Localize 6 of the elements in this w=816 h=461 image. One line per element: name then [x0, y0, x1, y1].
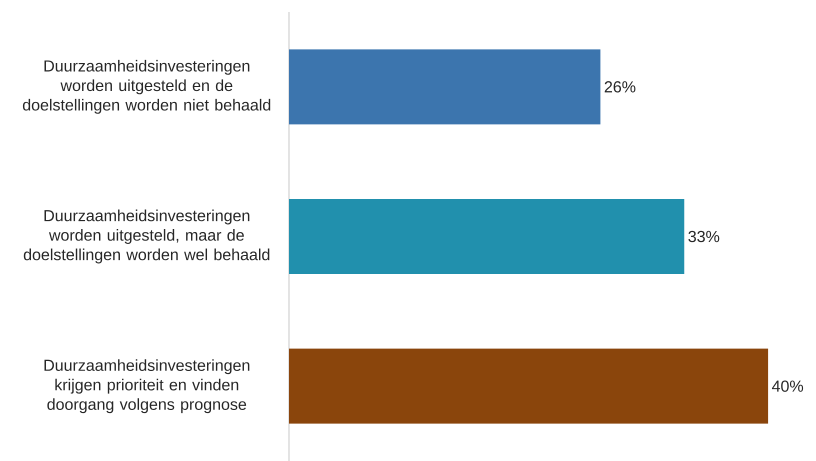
y-tick-label: Duurzaamheidsinvesteringen krijgen prioriteit en vinden doorgang volgens prognose: [44, 359, 250, 414]
data-label: 26%: [604, 81, 636, 92]
data-label: 40%: [772, 380, 804, 392]
y-tick-label: Duurzaamheidsinvesteringen worden uitgesteld, maar de doelstellingen worden wel behaald: [24, 210, 270, 264]
data-label: 33%: [688, 230, 720, 242]
y-tick-label: Duurzaamheidsinvesteringen worden uitgesteld en de doelstellingen worden niet behaald: [22, 60, 270, 114]
